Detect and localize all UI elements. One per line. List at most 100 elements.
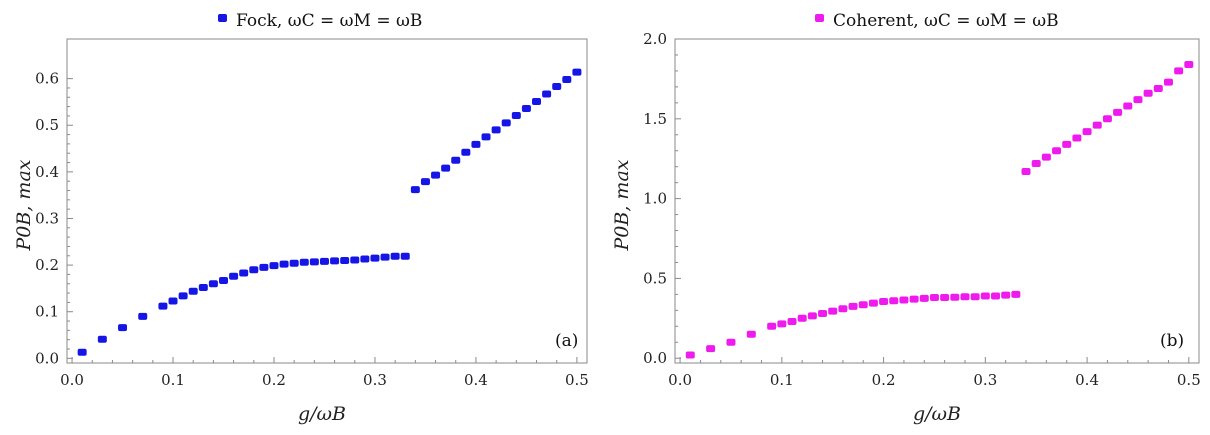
panel-b-data-point (899, 296, 909, 304)
panel-a-data-point (239, 269, 249, 277)
panel-b-title-text: Coherent, ωC = ωM = ωB (833, 11, 1059, 31)
panel-a-data-point (249, 266, 259, 274)
panel-a-y-tick-label: 0.5 (35, 116, 59, 134)
panel-a-y-tick-label: 0.6 (35, 70, 59, 88)
panel-b-data-point (767, 322, 777, 330)
panel-b-data-point (1123, 102, 1133, 110)
panel-b-points (685, 61, 1194, 359)
panel-a-data-point (390, 252, 400, 260)
panel-b-x-tick-label: 0.1 (770, 371, 794, 389)
panel-b-y-tick-label: 1.0 (643, 190, 667, 208)
panel-a-data-point (259, 263, 269, 271)
panel-a-data-point (168, 297, 178, 305)
panel-a-x-tick-label: 0.3 (363, 371, 387, 389)
panel-b-data-point (960, 293, 970, 301)
panel-a-data-point (138, 312, 148, 320)
panel-b-data-point (1001, 291, 1011, 299)
panel-a-x-tick-label: 0.4 (464, 371, 488, 389)
panel-b-data-point (746, 330, 756, 338)
panel-b-data-point (858, 301, 868, 309)
panel-a-data-point (118, 324, 128, 332)
panel-b-data-point (1153, 84, 1163, 92)
panel-b-y-axis-label: P0B, max (611, 159, 633, 251)
panel-a-data-point (562, 76, 572, 84)
panel-a-title-text: Fock, ωC = ωM = ωB (236, 11, 422, 31)
panel-a-legend-marker (218, 14, 227, 22)
panel-b-data-point (1052, 147, 1062, 155)
panel-b-data-point (838, 305, 848, 313)
panel-b-label: (b) (1160, 331, 1184, 351)
panel-a-data-point (481, 133, 491, 141)
panel-a-y-ticks: 0.0 0.1 0.2 0.3 0.4 0.5 0.6 (35, 70, 73, 367)
panel-b-data-point (879, 298, 889, 306)
panel-a-data-point (178, 292, 188, 300)
panel-b-data-point (787, 318, 797, 326)
panel-a-x-tick-label: 0.2 (262, 371, 286, 389)
panel-b-x-tick-label: 0.3 (973, 371, 997, 389)
panel-b-data-point (1011, 290, 1021, 298)
panel-a-x-ticks: 0.0 0.1 0.2 0.3 0.4 0.5 (60, 357, 589, 389)
panel-a-data-point (532, 97, 542, 105)
panel-a-data-point (521, 104, 531, 112)
panel-a-y-tick-label: 0.2 (35, 256, 59, 274)
panel-b-y-tick-label: 2.0 (643, 30, 667, 48)
panel-b-data-point (1021, 167, 1031, 175)
panel-a-data-point (158, 302, 168, 310)
panel-b-x-tick-label: 0.0 (668, 371, 692, 389)
panel-a-data-point (299, 258, 309, 266)
panel-a-label: (a) (555, 331, 578, 351)
panel-a-data-point (410, 186, 420, 194)
panel-a-data-point (350, 256, 360, 264)
panel-b-data-point (685, 351, 695, 359)
panel-b-data-point (1102, 115, 1112, 123)
panel-a-data-point (400, 252, 410, 260)
panel-a-frame (66, 38, 588, 364)
panel-b-data-point (828, 307, 838, 315)
panel-b-data-point (919, 294, 929, 302)
panel-b-data-point (797, 314, 807, 322)
panel-b-data-point (818, 310, 828, 318)
panel-a-y-tick-label: 0.0 (35, 349, 59, 367)
panel-a-x-tick-label: 0.0 (60, 371, 84, 389)
panel-a-data-point (511, 111, 521, 119)
panel-a-data-point (330, 257, 340, 265)
panel-b-data-point (991, 292, 1001, 300)
panel-a-y-tick-label: 0.3 (35, 209, 59, 227)
panel-b-data-point (1062, 140, 1072, 148)
panel-b-data-point (1133, 96, 1143, 104)
panel-a-data-point (461, 148, 471, 156)
panel-a-y-tick-label: 0.4 (35, 163, 59, 181)
panel-b-x-ticks: 0.0 0.1 0.2 0.3 0.4 0.5 (668, 357, 1201, 389)
panel-a-data-point (309, 258, 319, 266)
panel-b-data-point (1072, 134, 1082, 142)
panel-a-data-point (441, 164, 451, 172)
panel-a-data-point (360, 255, 370, 263)
panel-a-data-point (501, 119, 511, 127)
panel-b-data-point (706, 345, 716, 353)
panel-a-data-point (420, 178, 430, 186)
panel-a-data-point (77, 348, 87, 356)
panel-b-data-point (1041, 153, 1051, 161)
panel-b-y-tick-label: 0.0 (643, 349, 667, 367)
panel-b-data-point (1082, 128, 1092, 136)
panel-b-data-point (1092, 121, 1102, 129)
panel-a-x-axis-label: g/ωB (298, 403, 346, 425)
panel-b-title: Coherent, ωC = ωM = ωB (815, 11, 1059, 31)
panel-a-data-point (380, 253, 390, 261)
panel-a-data-point (219, 276, 229, 284)
panel-a-data-point (97, 335, 107, 343)
panel-a-x-tick-label: 0.5 (565, 371, 589, 389)
panel-a-data-point (370, 254, 380, 262)
panel-a: Fock, ωC = ωM = ωB 0.0 0.1 0.2 0.3 0.4 0.5 0.… (13, 11, 589, 425)
panel-a-data-point (431, 171, 441, 179)
panel-a-x-tick-label: 0.1 (161, 371, 185, 389)
panel-a-data-point (572, 68, 582, 76)
panel-b-y-tick-label: 1.5 (643, 110, 667, 128)
panel-b-data-point (848, 302, 858, 310)
panel-b-data-point (726, 338, 736, 346)
panel-a-data-point (340, 256, 350, 264)
panel-b-x-tick-label: 0.5 (1177, 371, 1201, 389)
panel-b-data-point (980, 292, 990, 300)
panel-b-data-point (777, 320, 787, 328)
